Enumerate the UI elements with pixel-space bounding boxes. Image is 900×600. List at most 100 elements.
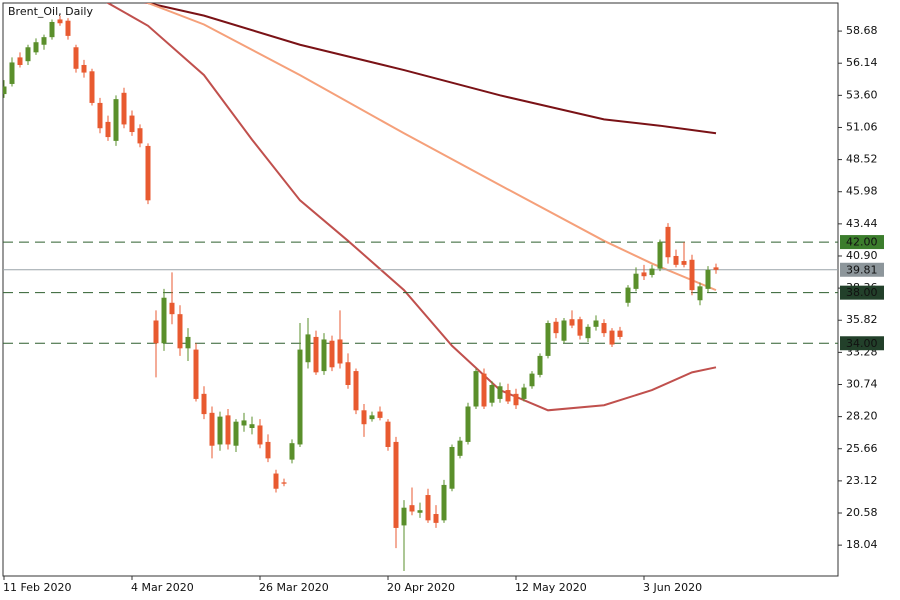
- y-tick-label: 51.06: [846, 120, 878, 133]
- candle-body: [265, 441, 271, 459]
- y-tick-label: 25.66: [846, 442, 878, 455]
- candle-body: [193, 349, 199, 399]
- candle-body: [713, 267, 719, 270]
- candle-body: [433, 514, 439, 523]
- candle-body: [321, 339, 327, 372]
- level-label: 38.00: [846, 286, 878, 299]
- candle-body: [609, 330, 615, 345]
- moving-average: [145, 3, 717, 292]
- candle-body: [225, 415, 231, 445]
- candle-body: [185, 336, 191, 349]
- y-tick-label: 18.04: [846, 538, 878, 551]
- candle-body: [537, 355, 543, 375]
- last-price-label: 39.81: [846, 263, 878, 276]
- candle-body: [553, 321, 559, 334]
- candle-body: [697, 286, 703, 301]
- candle-body: [353, 371, 359, 411]
- candle-body: [505, 390, 511, 402]
- level-label: 34.00: [846, 337, 878, 350]
- candle-body: [529, 373, 535, 387]
- candle-body: [153, 320, 159, 344]
- candle-body: [425, 495, 431, 521]
- candle-body: [361, 410, 367, 425]
- candle-body: [705, 269, 711, 289]
- candle-body: [113, 99, 119, 141]
- y-tick-label: 40.90: [846, 249, 878, 262]
- candle-body: [257, 425, 263, 445]
- candle-body: [521, 387, 527, 399]
- candle-body: [3, 86, 7, 95]
- candle-body: [617, 330, 623, 337]
- moving-average: [106, 3, 717, 412]
- x-tick-label: 20 Apr 2020: [387, 581, 455, 594]
- candle-body: [673, 255, 679, 265]
- candle-body: [409, 505, 415, 512]
- level-box: [840, 235, 884, 250]
- candle-body: [465, 406, 471, 442]
- candle-body: [105, 121, 111, 138]
- candle-body: [345, 362, 351, 385]
- candle-body: [9, 62, 15, 84]
- candle-body: [641, 272, 647, 277]
- last-price-box: [840, 262, 884, 277]
- x-tick-label: 26 Mar 2020: [259, 581, 329, 594]
- candle-body: [201, 393, 207, 415]
- candle-body: [289, 443, 295, 460]
- plot-area: [3, 3, 838, 571]
- candle-body: [649, 268, 655, 275]
- candle-body: [137, 128, 143, 144]
- candle-body: [657, 242, 663, 269]
- level-box: [840, 285, 884, 300]
- y-tick-label: 48.52: [846, 153, 878, 166]
- candle-body: [217, 416, 223, 445]
- candle-body: [681, 261, 687, 265]
- candle-body: [249, 424, 255, 429]
- candle-body: [633, 273, 639, 289]
- candle-body: [121, 92, 127, 125]
- candle-body: [169, 302, 175, 315]
- candle-body: [545, 323, 551, 356]
- candle-body: [473, 371, 479, 407]
- candle-body: [385, 421, 391, 447]
- y-tick-label: 23.12: [846, 474, 878, 487]
- candle-body: [241, 420, 247, 426]
- candle-body: [145, 145, 151, 201]
- candle-body: [417, 510, 423, 513]
- candle-body: [161, 297, 167, 344]
- candle-body: [73, 47, 79, 69]
- y-tick-label: 35.82: [846, 313, 878, 326]
- candle-body: [569, 319, 575, 326]
- candle-body: [81, 64, 87, 73]
- y-tick-label: 30.74: [846, 377, 878, 390]
- candle-body: [97, 102, 103, 129]
- candle-body: [329, 340, 335, 368]
- candle-body: [513, 393, 519, 406]
- candle-body: [585, 326, 591, 339]
- plot-frame: [2, 2, 839, 577]
- candle-body: [497, 386, 503, 399]
- candle-body: [281, 482, 287, 484]
- candle-body: [625, 287, 631, 303]
- candle-body: [665, 226, 671, 258]
- y-tick-label: 20.58: [846, 506, 878, 519]
- candle-body: [593, 320, 599, 327]
- candle-body: [489, 385, 495, 403]
- x-tick-label: 3 Jun 2020: [643, 581, 702, 594]
- y-tick-label: 45.98: [846, 185, 878, 198]
- candle-body: [577, 319, 583, 336]
- candle-body: [369, 415, 375, 420]
- y-tick-label: 53.60: [846, 88, 878, 101]
- candle-body: [601, 323, 607, 334]
- y-tick-label: 43.44: [846, 217, 878, 230]
- y-tick-label: 58.68: [846, 24, 878, 37]
- candle-body: [41, 37, 47, 45]
- candle-body: [273, 473, 279, 489]
- candle-body: [65, 20, 71, 36]
- candle-body: [297, 349, 303, 445]
- level-label: 42.00: [846, 236, 878, 249]
- y-tick-label: 56.14: [846, 56, 878, 69]
- candle-body: [393, 441, 399, 528]
- candle-body: [689, 259, 695, 291]
- x-tick-label: 4 Mar 2020: [131, 581, 194, 594]
